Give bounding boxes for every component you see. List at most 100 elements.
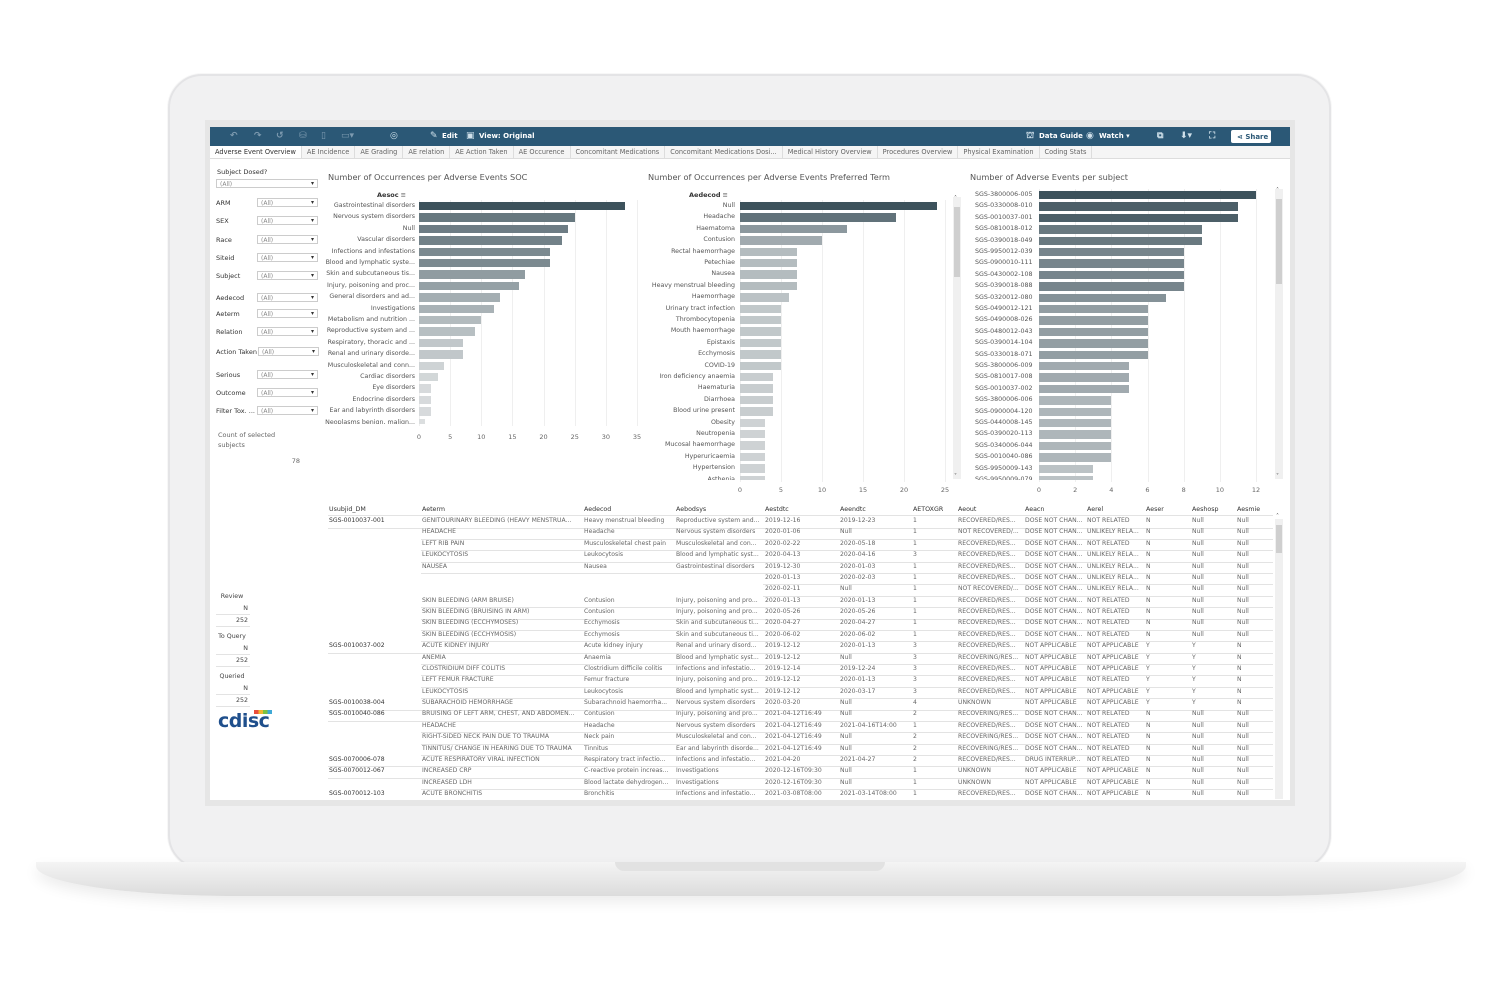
column-header-aeterm[interactable]: Aeterm [422, 506, 446, 513]
bar[interactable] [1039, 464, 1094, 473]
table-row[interactable]: LEFT FEMUR FRACTURE Femur fracture Injury,… [210, 676, 1290, 688]
bar[interactable] [1039, 305, 1148, 314]
bar[interactable] [740, 475, 765, 480]
bar[interactable] [740, 236, 822, 245]
table-row[interactable]: SKIN BLEEDING (BRUISING IN ARM) Contusion… [210, 608, 1290, 620]
column-header-aerel[interactable]: Aerel [1087, 506, 1104, 513]
tab-concomitant-medications-dosi-[interactable]: Concomitant Medications Dosi... [665, 146, 783, 158]
bar[interactable] [419, 361, 444, 370]
chart-scrollbar[interactable] [953, 197, 961, 479]
bar[interactable] [419, 384, 432, 393]
bar[interactable] [1039, 430, 1112, 439]
bar[interactable] [740, 327, 781, 336]
table-row[interactable]: SGS-0010038-004 SUBARACHOID HEMORRHAGE Sub… [210, 699, 1290, 711]
category-label[interactable]: SGS-0810017-008 [975, 373, 1033, 381]
table-row[interactable]: HEADACHE Headache Nervous system disorders… [210, 722, 1290, 734]
filter-dropdown-arm[interactable]: (All) ▾ [257, 198, 318, 207]
column-header-usubjid_dm[interactable]: Usubjid_DM [329, 506, 366, 513]
filter-dropdown-subject[interactable]: (All) ▾ [257, 271, 318, 280]
table-row[interactable]: NAUSEA Nausea Gastrointestinal disorders 20… [210, 563, 1290, 575]
category-label[interactable]: SGS-0330008-010 [975, 202, 1033, 210]
scroll-up-icon[interactable]: ˄ [1276, 187, 1279, 194]
table-row[interactable]: HEADACHE Headache Nervous system disorders… [210, 528, 1290, 540]
bar[interactable] [419, 259, 550, 268]
bar[interactable] [740, 430, 765, 439]
table-row[interactable]: SGS-0010037-001 GENITOURINARY BLEEDING (H… [210, 517, 1290, 529]
bar[interactable] [1039, 339, 1148, 348]
column-header-aeendtc[interactable]: Aeendtc [840, 506, 866, 513]
category-label[interactable]: SGS-0430002-108 [975, 270, 1033, 278]
bar[interactable] [1039, 202, 1238, 211]
bar[interactable] [1039, 282, 1184, 291]
bar[interactable] [419, 270, 525, 279]
replay-icon[interactable]: ▭▾ [341, 131, 355, 141]
scrollbar-thumb[interactable] [1276, 199, 1282, 284]
table-row[interactable]: LEUKOCYTOSIS Leukocytosis Blood and lympha… [210, 688, 1290, 700]
tab-ae-action-taken[interactable]: AE Action Taken [450, 146, 514, 158]
bar[interactable] [740, 281, 798, 291]
table-row[interactable]: INCREASED LDH Blood lactate dehydrogen...… [210, 779, 1290, 791]
bar[interactable] [419, 236, 563, 245]
table-row[interactable]: LEUKOCYTOSIS Leukocytosis Blood and lympha… [210, 551, 1290, 563]
axis-header[interactable]: Aesoc ≡ [377, 191, 406, 199]
bar[interactable] [1039, 327, 1148, 337]
bar[interactable] [740, 213, 896, 222]
table-row[interactable]: SKIN BLEEDING (ARM BRUISE) Contusion Injur… [210, 597, 1290, 609]
bar[interactable] [1039, 373, 1130, 382]
filter-dropdown-filter-tox[interactable]: (All) ▾ [257, 406, 318, 415]
bar[interactable] [740, 304, 781, 313]
bar[interactable] [740, 418, 765, 427]
chart-scrollbar[interactable] [1275, 189, 1283, 479]
bar[interactable] [740, 338, 781, 348]
filter-dropdown-serious[interactable]: (All) ▾ [257, 370, 318, 379]
table-row[interactable]: 2020-02-11 Null 1 NOT RECOVERED/... DOSE NOT… [210, 585, 1290, 597]
category-label[interactable]: SGS-0330018-071 [975, 350, 1033, 358]
tab-ae-incidence[interactable]: AE Incidence [302, 146, 356, 158]
bar[interactable] [1039, 441, 1112, 451]
column-header-aeacn[interactable]: Aeacn [1025, 506, 1045, 513]
bar[interactable] [740, 452, 765, 462]
bar[interactable] [1039, 225, 1202, 234]
category-label[interactable]: SGS-9950009-143 [975, 464, 1033, 472]
bar[interactable] [740, 407, 773, 416]
scroll-down-icon[interactable]: ˅ [1276, 473, 1279, 480]
table-scrollbar[interactable] [1275, 519, 1283, 799]
category-label[interactable]: SGS-0320012-080 [975, 293, 1033, 301]
view-original-button[interactable]: View: Original [479, 132, 535, 140]
table-row[interactable]: SGS-0070006-078 ACUTE RESPIRATORY VIRAL I… [210, 756, 1290, 768]
column-header-aebodsys[interactable]: Aebodsys [676, 506, 707, 513]
filter-dropdown-action-taken[interactable]: (All) ▾ [258, 347, 319, 356]
category-label[interactable]: SGS-0010037-002 [975, 384, 1033, 392]
bar[interactable] [740, 293, 790, 302]
bar[interactable] [1039, 350, 1148, 359]
table-row[interactable]: SKIN BLEEDING (ECCHYMOSES) Ecchymosis Skin… [210, 619, 1290, 631]
data-guide-button[interactable]: Data Guide [1039, 132, 1083, 140]
category-label[interactable]: SGS-0340006-044 [975, 441, 1033, 449]
download-icon[interactable]: ⬇▾ [1180, 131, 1193, 141]
bar[interactable] [740, 224, 847, 234]
column-header-aetoxgr[interactable]: AETOXGR [913, 506, 944, 513]
bar[interactable] [1039, 407, 1112, 416]
filter-dropdown-aedecod[interactable]: (All) ▾ [257, 293, 318, 302]
table-row[interactable]: RIGHT-SIDED NECK PAIN DUE TO TRAUMA Neck … [210, 733, 1290, 745]
watch-button[interactable]: Watch ▾ [1099, 132, 1130, 140]
filter-dropdown-siteid[interactable]: (All) ▾ [257, 253, 318, 262]
bar[interactable] [419, 293, 500, 302]
scroll-up-icon[interactable]: ˄ [954, 195, 957, 202]
bar[interactable] [1039, 248, 1184, 257]
bar[interactable] [419, 350, 463, 359]
filter-dropdown-outcome[interactable]: (All) ▾ [257, 388, 318, 397]
bar[interactable] [740, 373, 773, 382]
bar[interactable] [419, 395, 432, 405]
scrollbar-thumb[interactable] [954, 207, 960, 277]
tab-medical-history-overview[interactable]: Medical History Overview [783, 146, 878, 158]
category-label[interactable]: SGS-0900010-111 [975, 259, 1033, 267]
category-label[interactable]: SGS-0390018-049 [975, 236, 1033, 244]
bar[interactable] [740, 270, 798, 279]
category-label[interactable]: SGS-0390014-104 [975, 339, 1033, 347]
column-header-aedecod[interactable]: Aedecod [584, 506, 612, 513]
edit-button[interactable]: Edit [442, 132, 458, 140]
category-label[interactable]: SGS-0010040-086 [975, 453, 1033, 461]
bar[interactable] [740, 202, 937, 211]
tab-ae-grading[interactable]: AE Grading [355, 146, 404, 158]
